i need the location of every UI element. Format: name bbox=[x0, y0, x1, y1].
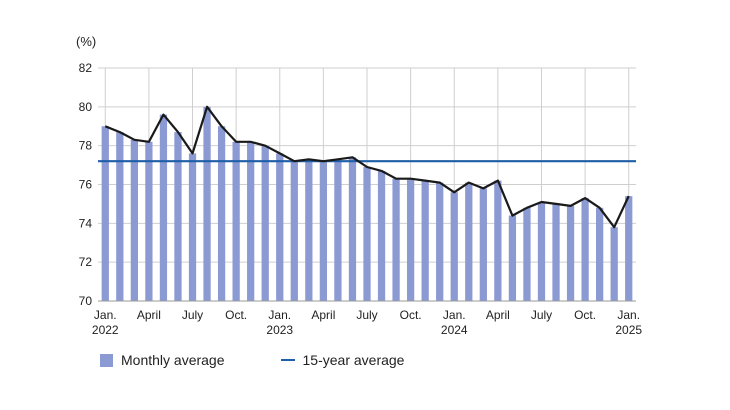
y-tick-label-72: 72 bbox=[79, 255, 93, 269]
legend-label-15-year-average: 15-year average bbox=[302, 352, 405, 368]
bar-8 bbox=[217, 126, 226, 301]
bar-35 bbox=[610, 227, 618, 301]
legend-item-monthly-average: Monthly average bbox=[100, 352, 225, 368]
bar-13 bbox=[290, 161, 298, 301]
bar-0 bbox=[101, 126, 109, 301]
bar-19 bbox=[377, 170, 386, 301]
bar-16 bbox=[334, 159, 342, 301]
legend: Monthly average 15-year average bbox=[100, 352, 460, 368]
bar-10 bbox=[247, 141, 255, 301]
x-tick-label-33: Oct. bbox=[574, 308, 596, 322]
bar-21 bbox=[406, 178, 415, 301]
x-tick-label-3: April bbox=[137, 308, 161, 322]
bar-18 bbox=[363, 167, 371, 301]
x-tick-label-27: April bbox=[486, 308, 510, 322]
bar-11 bbox=[261, 145, 269, 301]
x-tick-label-0: Jan. 2022 bbox=[92, 308, 119, 337]
bar-12 bbox=[276, 153, 284, 301]
bar-29 bbox=[523, 207, 531, 301]
bar-3 bbox=[145, 141, 153, 301]
y-tick-label-70: 70 bbox=[79, 294, 93, 308]
bar-27 bbox=[494, 180, 502, 301]
bar-33 bbox=[581, 198, 589, 301]
bar-6 bbox=[188, 153, 197, 301]
bar-34 bbox=[596, 207, 604, 301]
y-axis-unit-label: (%) bbox=[76, 34, 96, 49]
bar-15 bbox=[319, 161, 328, 301]
legend-item-15-year-average: 15-year average bbox=[280, 352, 405, 368]
bar-36 bbox=[625, 196, 633, 301]
x-tick-label-9: Oct. bbox=[225, 308, 247, 322]
bar-1 bbox=[116, 132, 124, 301]
bar-9 bbox=[232, 141, 240, 301]
y-tick-label-74: 74 bbox=[79, 216, 93, 230]
legend-swatch-line bbox=[280, 359, 295, 361]
bar-25 bbox=[465, 182, 473, 301]
x-tick-label-6: July bbox=[182, 308, 203, 322]
bar-24 bbox=[450, 192, 458, 301]
y-tick-label-82: 82 bbox=[79, 61, 93, 75]
x-tick-label-24: Jan. 2024 bbox=[441, 308, 468, 337]
x-tick-label-12: Jan. 2023 bbox=[266, 308, 293, 337]
bar-32 bbox=[566, 205, 575, 301]
bar-20 bbox=[392, 178, 400, 301]
y-tick-label-78: 78 bbox=[79, 139, 93, 153]
bar-30 bbox=[537, 201, 546, 301]
x-tick-label-36: Jan. 2025 bbox=[615, 308, 642, 337]
x-tick-label-30: July bbox=[531, 308, 552, 322]
x-tick-label-21: Oct. bbox=[400, 308, 422, 322]
y-tick-label-80: 80 bbox=[79, 100, 93, 114]
bar-28 bbox=[508, 215, 517, 301]
legend-label-monthly-average: Monthly average bbox=[121, 352, 225, 368]
monthly-average-line bbox=[104, 105, 630, 229]
bar-22 bbox=[421, 180, 429, 301]
y-tick-label-76: 76 bbox=[79, 178, 93, 192]
bar-26 bbox=[479, 188, 487, 301]
bar-7 bbox=[203, 106, 211, 301]
legend-swatch-bar bbox=[100, 353, 113, 367]
bar-31 bbox=[552, 203, 560, 301]
bar-14 bbox=[305, 159, 313, 301]
bar-23 bbox=[436, 182, 444, 301]
bar-4 bbox=[159, 114, 168, 301]
x-tick-label-15: April bbox=[311, 308, 335, 322]
bar-5 bbox=[174, 132, 182, 301]
bar-17 bbox=[348, 157, 357, 301]
x-tick-label-18: July bbox=[356, 308, 377, 322]
bar-2 bbox=[130, 139, 138, 301]
